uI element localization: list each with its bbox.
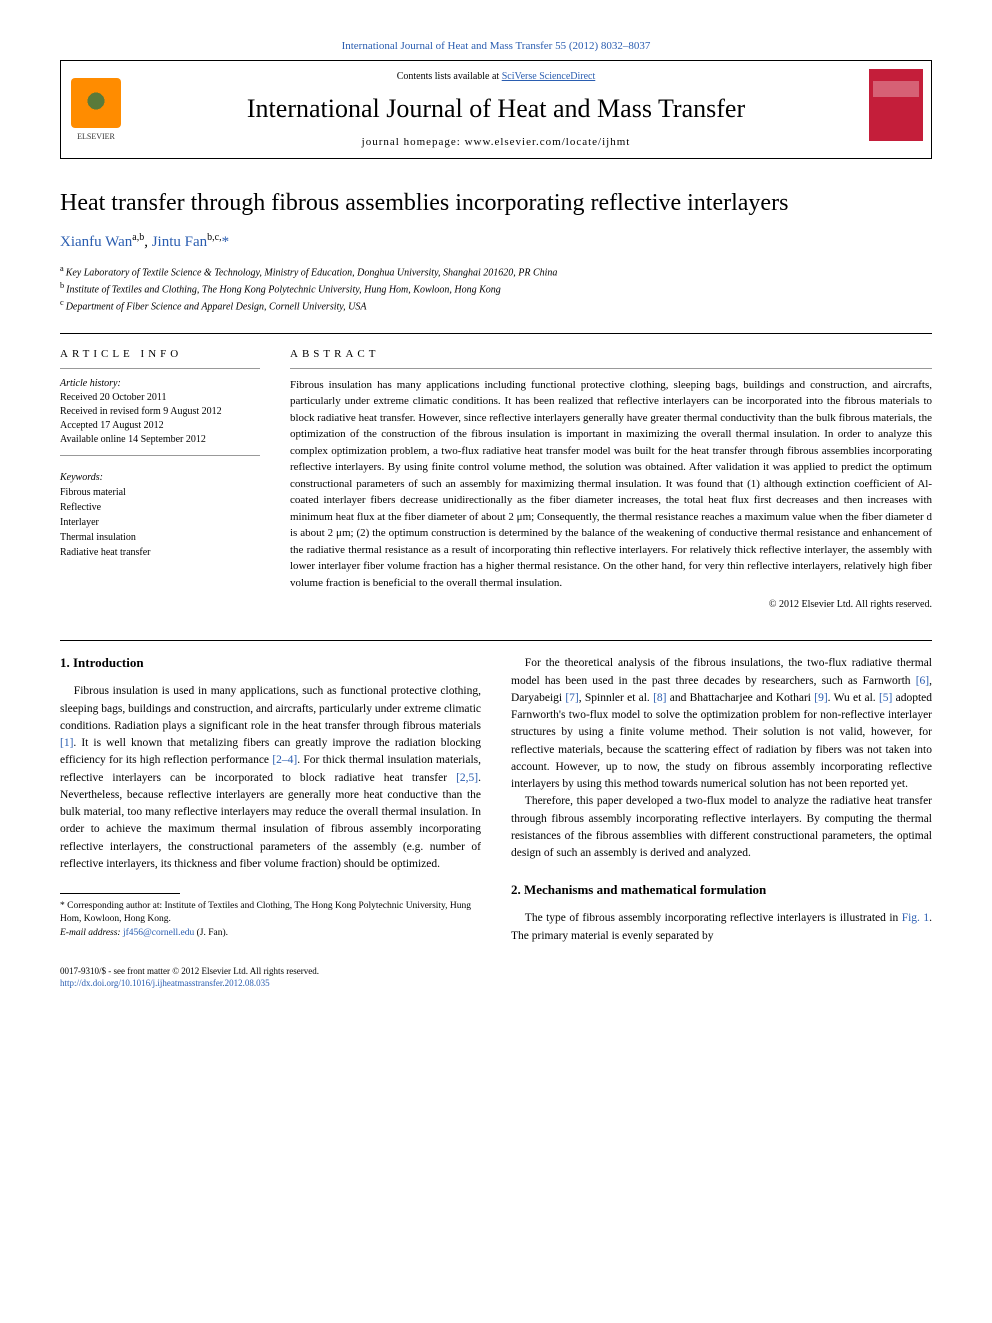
elsevier-logo: ELSEVIER <box>61 61 131 158</box>
history-2: Accepted 17 August 2012 <box>60 419 260 433</box>
affiliation-c: cDepartment of Fiber Science and Apparel… <box>60 297 932 314</box>
homepage-url: www.elsevier.com/locate/ijhmt <box>465 136 631 148</box>
p2c: , Spinnler et al. <box>579 692 653 704</box>
p2e: . Wu et al. <box>828 692 879 704</box>
email-label: E-mail address: <box>60 928 123 938</box>
email-line: E-mail address: jf456@cornell.edu (J. Fa… <box>60 927 481 940</box>
mechanisms-body: The type of fibrous assembly incorporati… <box>511 910 932 945</box>
ref-7[interactable]: [7] <box>565 692 578 704</box>
abstract-text: Fibrous insulation has many applications… <box>290 377 932 592</box>
contents-line: Contents lists available at SciVerse Sci… <box>151 71 841 82</box>
divider-top <box>60 333 932 334</box>
p2f: adopted Farnworth's two-flux model to so… <box>511 692 932 790</box>
author-1[interactable]: Xianfu Wan <box>60 234 132 250</box>
ref-2-4[interactable]: [2–4] <box>272 754 297 766</box>
top-reference: International Journal of Heat and Mass T… <box>60 40 932 52</box>
ref-2-5[interactable]: [2,5] <box>456 772 478 784</box>
affiliation-a: aKey Laboratory of Textile Science & Tec… <box>60 263 932 280</box>
p1a: Fibrous insulation is used in many appli… <box>60 685 481 732</box>
intro-p3: Therefore, this paper developed a two-fl… <box>511 793 932 862</box>
article-info-col: ARTICLE INFO Article history: Received 2… <box>60 348 260 611</box>
elsevier-tree-icon <box>71 78 121 128</box>
affil-sup-b: b <box>60 281 64 290</box>
email-link[interactable]: jf456@cornell.edu <box>123 928 194 938</box>
ref-5[interactable]: [5] <box>879 692 892 704</box>
corresponding-mark[interactable]: * <box>222 234 230 250</box>
issn-line: 0017-9310/$ - see front matter © 2012 El… <box>60 965 932 978</box>
mp1a: The type of fibrous assembly incorporati… <box>525 912 902 924</box>
homepage-line: journal homepage: www.elsevier.com/locat… <box>151 136 841 148</box>
authors-line: Xianfu Wana,b, Jintu Fanb,c,* <box>60 232 932 251</box>
corresponding-note: * Corresponding author at: Institute of … <box>60 900 481 927</box>
author-2-affil: b,c, <box>207 232 221 243</box>
footnote-block: * Corresponding author at: Institute of … <box>60 900 481 940</box>
intro-continued: For the theoretical analysis of the fibr… <box>511 655 932 862</box>
cover-thumbnail <box>869 69 923 141</box>
p2d: and Bhattacharjee and Kothari <box>666 692 814 704</box>
homepage-label: journal homepage: <box>362 136 465 148</box>
intro-body: Fibrous insulation is used in many appli… <box>60 683 481 873</box>
article-title: Heat transfer through fibrous assemblies… <box>60 189 932 218</box>
abstract-copyright: © 2012 Elsevier Ltd. All rights reserved… <box>290 599 932 610</box>
page-footer: 0017-9310/$ - see front matter © 2012 El… <box>60 965 932 990</box>
mechanisms-heading: 2. Mechanisms and mathematical formulati… <box>511 882 932 898</box>
ref-1[interactable]: [1] <box>60 737 73 749</box>
elsevier-label: ELSEVIER <box>77 132 115 141</box>
keyword-3: Thermal insulation <box>60 530 260 545</box>
keywords-label: Keywords: <box>60 470 260 485</box>
journal-name: International Journal of Heat and Mass T… <box>151 94 841 124</box>
history-label: Article history: <box>60 377 260 391</box>
abstract-heading: ABSTRACT <box>290 348 932 360</box>
info-divider-2 <box>60 455 260 456</box>
email-suffix: (J. Fan). <box>194 928 228 938</box>
abstract-col: ABSTRACT Fibrous insulation has many app… <box>290 348 932 611</box>
ref-9[interactable]: [9] <box>814 692 827 704</box>
body-columns: 1. Introduction Fibrous insulation is us… <box>60 655 932 945</box>
article-info-heading: ARTICLE INFO <box>60 348 260 360</box>
info-abstract-row: ARTICLE INFO Article history: Received 2… <box>60 348 932 611</box>
doi-link[interactable]: http://dx.doi.org/10.1016/j.ijheatmasstr… <box>60 978 270 988</box>
affiliations: aKey Laboratory of Textile Science & Tec… <box>60 263 932 315</box>
journal-cover <box>861 61 931 158</box>
ref-6[interactable]: [6] <box>916 675 929 687</box>
contents-prefix: Contents lists available at <box>397 71 502 82</box>
article-history: Article history: Received 20 October 201… <box>60 377 260 447</box>
info-divider-1 <box>60 368 260 369</box>
affil-text-b: Institute of Textiles and Clothing, The … <box>66 284 501 295</box>
author-2[interactable]: Jintu Fan <box>152 234 207 250</box>
affiliation-b: bInstitute of Textiles and Clothing, The… <box>60 280 932 297</box>
intro-heading: 1. Introduction <box>60 655 481 671</box>
keyword-2: Interlayer <box>60 515 260 530</box>
affil-sup-c: c <box>60 298 64 307</box>
history-0: Received 20 October 2011 <box>60 391 260 405</box>
fig-1-link[interactable]: Fig. 1 <box>902 912 929 924</box>
affil-sup-a: a <box>60 264 64 273</box>
p1d: . Nevertheless, because reflective inter… <box>60 772 481 870</box>
intro-p2: For the theoretical analysis of the fibr… <box>511 655 932 793</box>
history-3: Available online 14 September 2012 <box>60 433 260 447</box>
keyword-1: Reflective <box>60 500 260 515</box>
affil-text-a: Key Laboratory of Textile Science & Tech… <box>66 267 558 278</box>
p2a: For the theoretical analysis of the fibr… <box>511 657 932 686</box>
history-1: Received in revised form 9 August 2012 <box>60 405 260 419</box>
mech-p1: The type of fibrous assembly incorporati… <box>511 910 932 945</box>
footnote-separator <box>60 893 180 894</box>
journal-header: ELSEVIER Contents lists available at Sci… <box>60 60 932 159</box>
intro-p1: Fibrous insulation is used in many appli… <box>60 683 481 873</box>
divider-bottom <box>60 640 932 641</box>
sciencedirect-link[interactable]: SciVerse ScienceDirect <box>502 71 596 82</box>
abstract-divider <box>290 368 932 369</box>
left-column: 1. Introduction Fibrous insulation is us… <box>60 655 481 945</box>
keyword-0: Fibrous material <box>60 485 260 500</box>
affil-text-c: Department of Fiber Science and Apparel … <box>66 302 367 313</box>
keywords-block: Keywords: Fibrous material Reflective In… <box>60 470 260 560</box>
right-column: For the theoretical analysis of the fibr… <box>511 655 932 945</box>
author-1-affil: a,b <box>132 232 144 243</box>
keyword-4: Radiative heat transfer <box>60 545 260 560</box>
ref-8[interactable]: [8] <box>653 692 666 704</box>
header-center: Contents lists available at SciVerse Sci… <box>131 61 861 158</box>
